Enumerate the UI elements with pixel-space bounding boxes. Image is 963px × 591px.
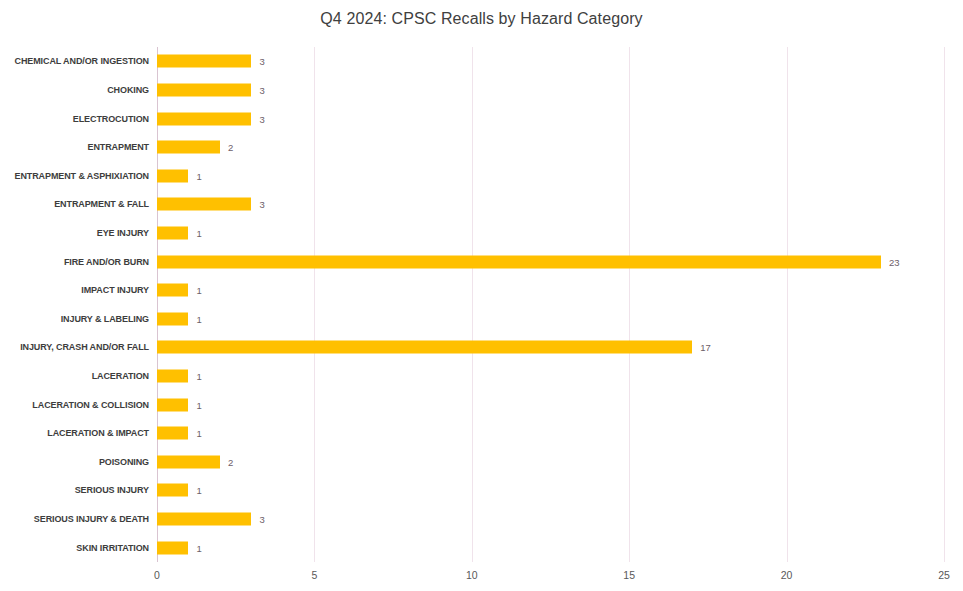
category-label: INJURY & LABELING [61, 314, 149, 324]
value-label: 3 [259, 56, 264, 67]
category-label: SERIOUS INJURY & DEATH [34, 514, 149, 524]
value-label: 23 [889, 256, 900, 267]
value-label: 1 [196, 227, 201, 238]
bar-row: FIRE AND/OR BURN23 [157, 247, 944, 276]
bar [157, 341, 692, 354]
value-label: 2 [228, 142, 233, 153]
bar [157, 370, 188, 383]
bar-row: LACERATION1 [157, 362, 944, 391]
bar [157, 398, 188, 411]
category-label: CHOKING [107, 85, 149, 95]
bar-row: IMPACT INJURY1 [157, 276, 944, 305]
gridline [944, 47, 945, 562]
x-tick-label: 0 [154, 569, 160, 581]
value-label: 3 [259, 84, 264, 95]
bar-row: INJURY & LABELING1 [157, 305, 944, 334]
bar [157, 484, 188, 497]
bar [157, 55, 251, 68]
value-label: 17 [700, 342, 711, 353]
value-label: 1 [196, 170, 201, 181]
bar-row: LACERATION & IMPACT1 [157, 419, 944, 448]
value-label: 3 [259, 514, 264, 525]
category-label: SKIN IRRITATION [76, 543, 149, 553]
bar-row: CHOKING3 [157, 76, 944, 105]
bar-row: ENTRAPMENT & ASPHIXIATION1 [157, 161, 944, 190]
bar [157, 284, 188, 297]
category-label: POISONING [99, 457, 149, 467]
bar [157, 169, 188, 182]
bar [157, 141, 220, 154]
bar [157, 112, 251, 125]
bar-row: EYE INJURY1 [157, 219, 944, 248]
bar [157, 198, 251, 211]
bar [157, 427, 188, 440]
category-label: EYE INJURY [97, 228, 149, 238]
category-label: LACERATION & COLLISION [32, 400, 149, 410]
category-label: IMPACT INJURY [81, 285, 149, 295]
bar-row: SERIOUS INJURY & DEATH3 [157, 505, 944, 534]
value-label: 1 [196, 485, 201, 496]
bar [157, 255, 881, 268]
category-label: ENTRAPMENT & ASPHIXIATION [14, 171, 149, 181]
bar-row: ENTRAPMENT & FALL3 [157, 190, 944, 219]
bar-row: POISONING2 [157, 448, 944, 477]
bar-row: CHEMICAL AND/OR INGESTION3 [157, 47, 944, 76]
bar [157, 455, 220, 468]
bar-row: SKIN IRRITATION1 [157, 533, 944, 562]
x-tick-label: 20 [781, 569, 793, 581]
bar [157, 513, 251, 526]
bar [157, 83, 251, 96]
category-label: CHEMICAL AND/OR INGESTION [14, 56, 149, 66]
x-tick-label: 10 [466, 569, 478, 581]
category-label: FIRE AND/OR BURN [64, 257, 149, 267]
category-label: LACERATION & IMPACT [47, 428, 149, 438]
bar [157, 226, 188, 239]
bar [157, 541, 188, 554]
bar-row: ENTRAPMENT2 [157, 133, 944, 162]
chart-title: Q4 2024: CPSC Recalls by Hazard Category [0, 10, 963, 28]
plot-area: CHEMICAL AND/OR INGESTION3CHOKING3ELECTR… [157, 47, 944, 562]
bar-row: INJURY, CRASH AND/OR FALL17 [157, 333, 944, 362]
category-label: LACERATION [92, 371, 149, 381]
value-label: 2 [228, 456, 233, 467]
bar-chart: Q4 2024: CPSC Recalls by Hazard Category… [0, 0, 963, 591]
value-label: 1 [196, 542, 201, 553]
value-label: 1 [196, 399, 201, 410]
x-tick-label: 25 [938, 569, 950, 581]
value-label: 1 [196, 371, 201, 382]
bar [157, 312, 188, 325]
value-label: 3 [259, 113, 264, 124]
bar-row: SERIOUS INJURY1 [157, 476, 944, 505]
category-label: ENTRAPMENT & FALL [54, 199, 149, 209]
category-label: ENTRAPMENT [88, 142, 150, 152]
bar-row: LACERATION & COLLISION1 [157, 390, 944, 419]
value-label: 3 [259, 199, 264, 210]
bar-row: ELECTROCUTION3 [157, 104, 944, 133]
category-label: INJURY, CRASH AND/OR FALL [20, 342, 149, 352]
x-tick-label: 5 [311, 569, 317, 581]
value-label: 1 [196, 313, 201, 324]
value-label: 1 [196, 428, 201, 439]
x-tick-label: 15 [623, 569, 635, 581]
value-label: 1 [196, 285, 201, 296]
category-label: ELECTROCUTION [73, 114, 149, 124]
category-label: SERIOUS INJURY [75, 485, 149, 495]
